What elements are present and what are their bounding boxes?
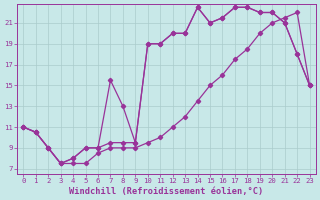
X-axis label: Windchill (Refroidissement éolien,°C): Windchill (Refroidissement éolien,°C): [69, 187, 264, 196]
